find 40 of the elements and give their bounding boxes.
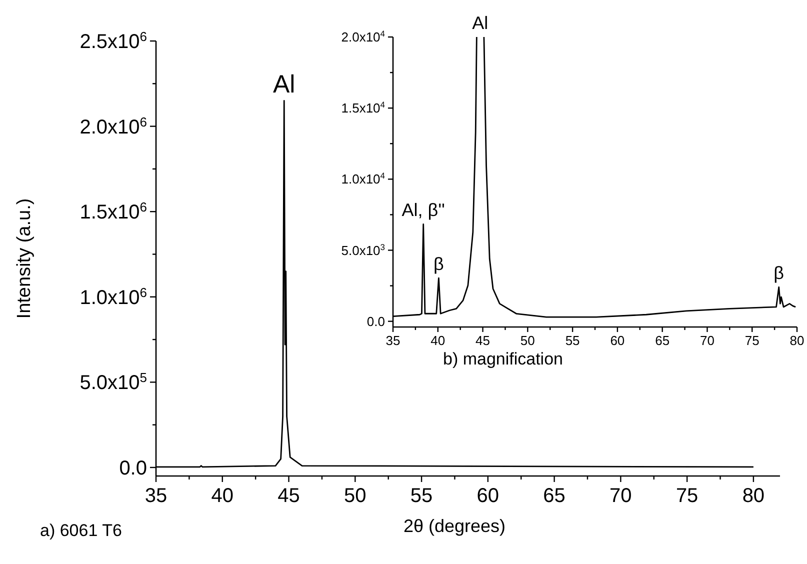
annotation: β: [434, 254, 444, 274]
y-tick-label: 1.0x10$^{4}$: [341, 170, 386, 187]
x-tick-label: 40: [430, 333, 446, 348]
x-tick-label: 75: [744, 333, 760, 348]
y-tick-label: 2.0x10$^{4}$: [341, 28, 386, 45]
y-tick-label: 5.0x10$^{3}$: [341, 242, 386, 258]
x-axis-title: b) magnification: [442, 350, 564, 368]
annotation: β: [774, 263, 784, 284]
y-axis-title: Intensity (a.u.): [14, 198, 35, 319]
x-tick-label: 60: [610, 333, 625, 348]
x-tick-label: 35: [386, 333, 400, 348]
y-tick-label: 1.0x10$^{6}$: [80, 284, 147, 309]
x-tick-label: 45: [278, 485, 300, 507]
text: a) 6061 T6: [40, 521, 122, 540]
x-tick-label: 65: [543, 485, 566, 507]
x-tick-label: 60: [476, 485, 500, 507]
y-tick-label: 5.0x10$^{5}$: [80, 370, 147, 394]
x-tick-label: 35: [144, 485, 168, 507]
x-tick-label: 65: [655, 333, 670, 348]
x-tick-label: 80: [790, 333, 804, 348]
x-tick-label: 70: [610, 485, 632, 507]
x-tick-label: 40: [211, 485, 234, 507]
y-tick-label: 0.0: [119, 457, 147, 480]
x-tick-label: 55: [565, 333, 580, 348]
x-tick-label: 80: [742, 485, 765, 507]
annotation: Al, β'': [402, 200, 445, 220]
annotation: Al: [273, 70, 296, 99]
annotation: Al: [472, 13, 488, 33]
x-tick-label: 55: [410, 485, 433, 507]
y-tick-label: 1.5x10$^{4}$: [341, 100, 386, 116]
x-tick-label: 45: [476, 333, 490, 348]
x-tick-label: 50: [344, 485, 366, 507]
y-tick-label: 2.5x10$^{6}$: [80, 28, 147, 53]
x-tick-label: 70: [700, 333, 714, 348]
x-axis-title: 2θ (degrees): [403, 516, 506, 536]
x-tick-label: 75: [676, 485, 698, 507]
y-tick-label: 1.5x10$^{6}$: [80, 199, 147, 224]
y-tick-label: 2.0x10$^{6}$: [80, 114, 147, 138]
y-tick-label: 0.0: [366, 314, 385, 329]
x-tick-label: 50: [520, 333, 535, 348]
